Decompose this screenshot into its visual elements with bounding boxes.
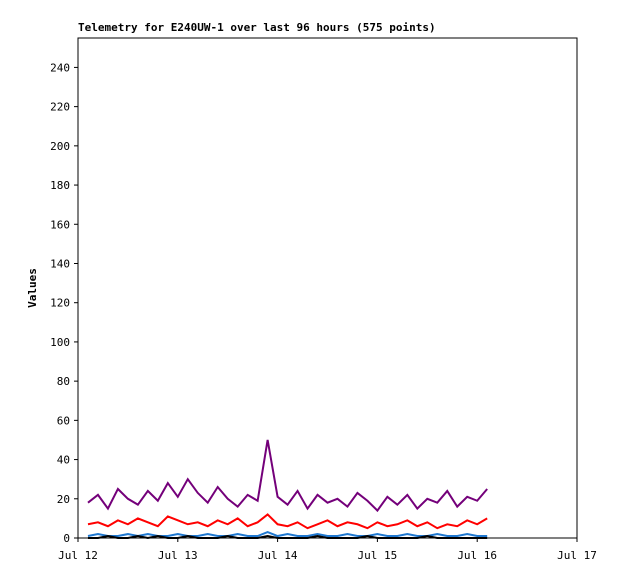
- series-line: [87, 535, 488, 540]
- y-tick-label: 160: [50, 218, 70, 231]
- x-tick-label: Jul 13: [158, 549, 198, 562]
- x-tick-label: Jul 15: [358, 549, 398, 562]
- series-line: [87, 513, 488, 530]
- y-tick-label: 0: [63, 532, 70, 545]
- plot-frame: [77, 37, 578, 539]
- y-tick-label: 140: [50, 257, 70, 270]
- x-tick-label: Jul 14: [258, 549, 298, 562]
- y-tick-label: 120: [50, 297, 70, 310]
- series-line: [87, 439, 488, 513]
- x-tick-label: Jul 17: [557, 549, 597, 562]
- y-tick-label: 180: [50, 179, 70, 192]
- y-tick-label: 240: [50, 61, 70, 74]
- y-axis-label: Values: [26, 268, 39, 308]
- y-tick-label: 40: [57, 454, 70, 467]
- y-tick-label: 100: [50, 336, 70, 349]
- y-tick-label: 200: [50, 140, 70, 153]
- y-tick-label: 60: [57, 414, 70, 427]
- y-tick-label: 20: [57, 493, 70, 506]
- x-tick-label: Jul 12: [58, 549, 98, 562]
- y-tick-label: 220: [50, 101, 70, 114]
- series-line: [87, 531, 488, 538]
- y-tick-label: 80: [57, 375, 70, 388]
- chart-title: Telemetry for E240UW-1 over last 96 hour…: [78, 21, 436, 34]
- x-tick-label: Jul 16: [457, 549, 497, 562]
